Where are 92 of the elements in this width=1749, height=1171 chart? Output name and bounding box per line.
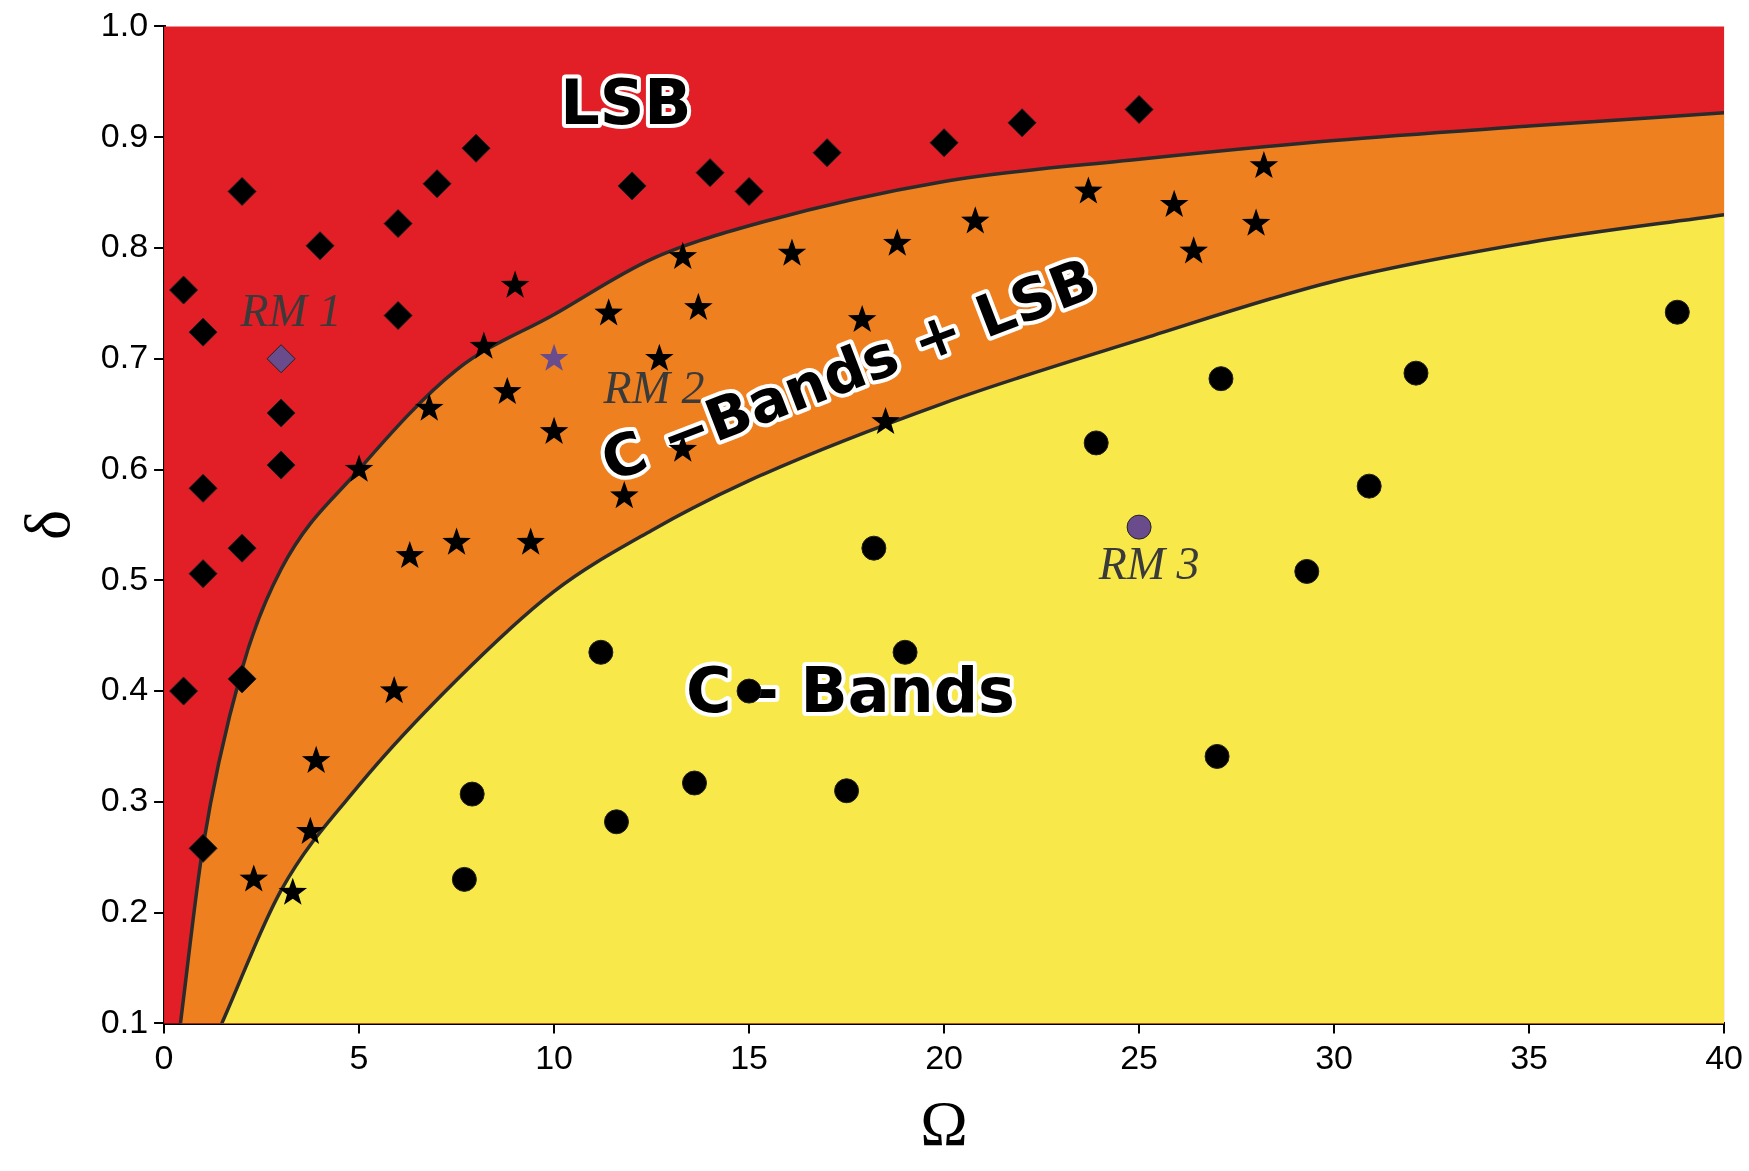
- x-tick-label: 30: [1315, 1038, 1353, 1077]
- point: [684, 292, 713, 320]
- x-tick-label: 20: [925, 1038, 963, 1077]
- point: [892, 639, 918, 665]
- point: [469, 331, 499, 359]
- point: [188, 473, 218, 503]
- point: [883, 228, 912, 256]
- point: [459, 781, 485, 807]
- point: [188, 559, 218, 589]
- point: [1083, 430, 1109, 456]
- y-axis-title: δ: [12, 509, 84, 540]
- point: [834, 778, 860, 804]
- x-tick-label: 15: [730, 1038, 768, 1077]
- point: [734, 176, 764, 206]
- y-tick-label: 0.9: [100, 115, 149, 154]
- point: [296, 816, 325, 844]
- point: [588, 639, 614, 665]
- point: [415, 393, 444, 421]
- point: [1179, 236, 1208, 264]
- point: [383, 209, 413, 239]
- point: [239, 864, 269, 892]
- point: [422, 169, 452, 199]
- point: [305, 231, 335, 261]
- x-axis-title: Ω: [920, 1088, 968, 1160]
- y-tick-label: 0.8: [100, 226, 149, 265]
- point: [227, 176, 257, 206]
- point: [188, 833, 218, 863]
- y-tick-label: 1.0: [100, 4, 149, 43]
- point: [1664, 299, 1690, 325]
- point: [1403, 360, 1429, 386]
- point: [603, 809, 629, 835]
- y-tick-label: 0.7: [100, 337, 149, 376]
- point: [777, 238, 807, 266]
- point: [594, 298, 623, 326]
- x-tick-label: 0: [154, 1038, 174, 1077]
- point: [169, 275, 199, 305]
- point: [461, 133, 491, 163]
- point: [227, 664, 257, 694]
- point: [500, 270, 530, 298]
- point: [169, 676, 199, 706]
- annotation: RM 3: [1097, 538, 1200, 590]
- point: [539, 416, 569, 444]
- point: [344, 454, 374, 482]
- y-tick-label: 0.3: [100, 780, 149, 819]
- point: [847, 304, 877, 333]
- point: [379, 676, 409, 704]
- point: [278, 877, 308, 905]
- point: [227, 533, 257, 563]
- point: [668, 241, 698, 269]
- y-tick-label: 0.4: [100, 669, 149, 708]
- point: [1241, 208, 1271, 236]
- point: [301, 745, 331, 773]
- annotation: LSB: [560, 66, 692, 140]
- y-tick-label: 0.2: [100, 891, 149, 929]
- point: [1294, 558, 1320, 584]
- y-tick-label: 0.1: [100, 1001, 149, 1040]
- point: [929, 128, 959, 158]
- y-tick-label: 0.5: [100, 558, 149, 597]
- point: [1208, 366, 1234, 392]
- x-tick-label: 25: [1120, 1038, 1158, 1077]
- x-tick-label: 10: [535, 1038, 573, 1077]
- y-tick-label: 0.6: [100, 447, 149, 486]
- point: [812, 138, 842, 168]
- point: [1124, 94, 1154, 124]
- point: [493, 376, 522, 405]
- point: [395, 540, 425, 569]
- point: [1356, 473, 1382, 499]
- point: [266, 450, 296, 480]
- point: [961, 206, 990, 234]
- x-tick-label: 40: [1705, 1038, 1743, 1077]
- point: [188, 317, 218, 347]
- point: [516, 527, 545, 555]
- point: [1249, 150, 1279, 179]
- point: [695, 158, 725, 188]
- point: [1126, 514, 1152, 540]
- point: [681, 770, 707, 796]
- x-tick-label: 5: [349, 1038, 369, 1077]
- point: [442, 527, 471, 555]
- point: [266, 344, 296, 374]
- point: [266, 398, 296, 428]
- point: [539, 343, 569, 371]
- annotation: RM 1: [239, 284, 342, 336]
- point: [1204, 743, 1230, 769]
- point: [451, 866, 477, 892]
- point: [610, 481, 639, 509]
- point: [1159, 189, 1189, 217]
- point: [1074, 176, 1103, 204]
- point: [1007, 108, 1037, 138]
- point: [617, 171, 647, 201]
- point: [383, 301, 413, 331]
- x-tick-label: 35: [1510, 1038, 1548, 1077]
- point: [861, 535, 887, 561]
